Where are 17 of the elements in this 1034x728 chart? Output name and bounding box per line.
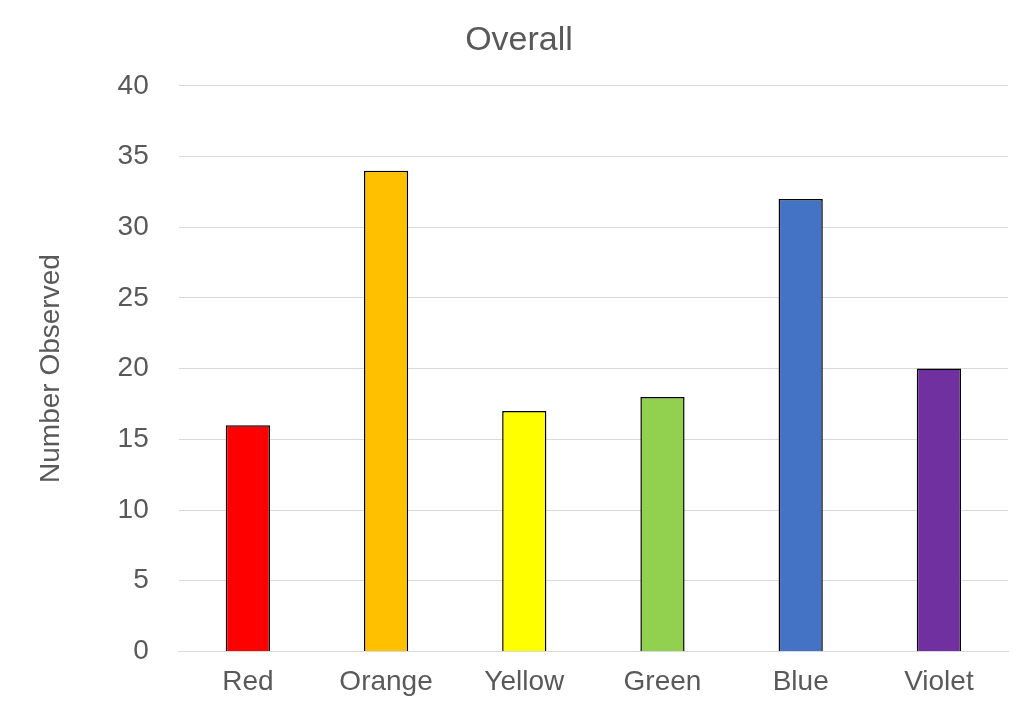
y-tick-label: 25 — [117, 280, 149, 312]
y-tick-label: 40 — [117, 68, 149, 100]
y-tick-label: 30 — [117, 209, 149, 241]
chart-title: Overall — [465, 18, 573, 57]
y-tick-label: 15 — [117, 422, 149, 454]
y-tick-label: 35 — [117, 139, 149, 171]
x-tick-label: Blue — [772, 664, 829, 696]
x-tick-label: Orange — [339, 664, 433, 696]
x-tick-label: Yellow — [484, 664, 565, 696]
y-tick-label: 10 — [117, 492, 149, 524]
x-tick-label: Red — [222, 664, 274, 696]
y-axis-title: Number Observed — [33, 254, 65, 483]
x-tick-label: Violet — [904, 664, 974, 696]
y-tick-label: 20 — [117, 351, 149, 383]
y-tick-label: 0 — [133, 634, 149, 666]
x-tick-label: Green — [623, 664, 702, 696]
y-tick-label: 5 — [133, 563, 149, 595]
